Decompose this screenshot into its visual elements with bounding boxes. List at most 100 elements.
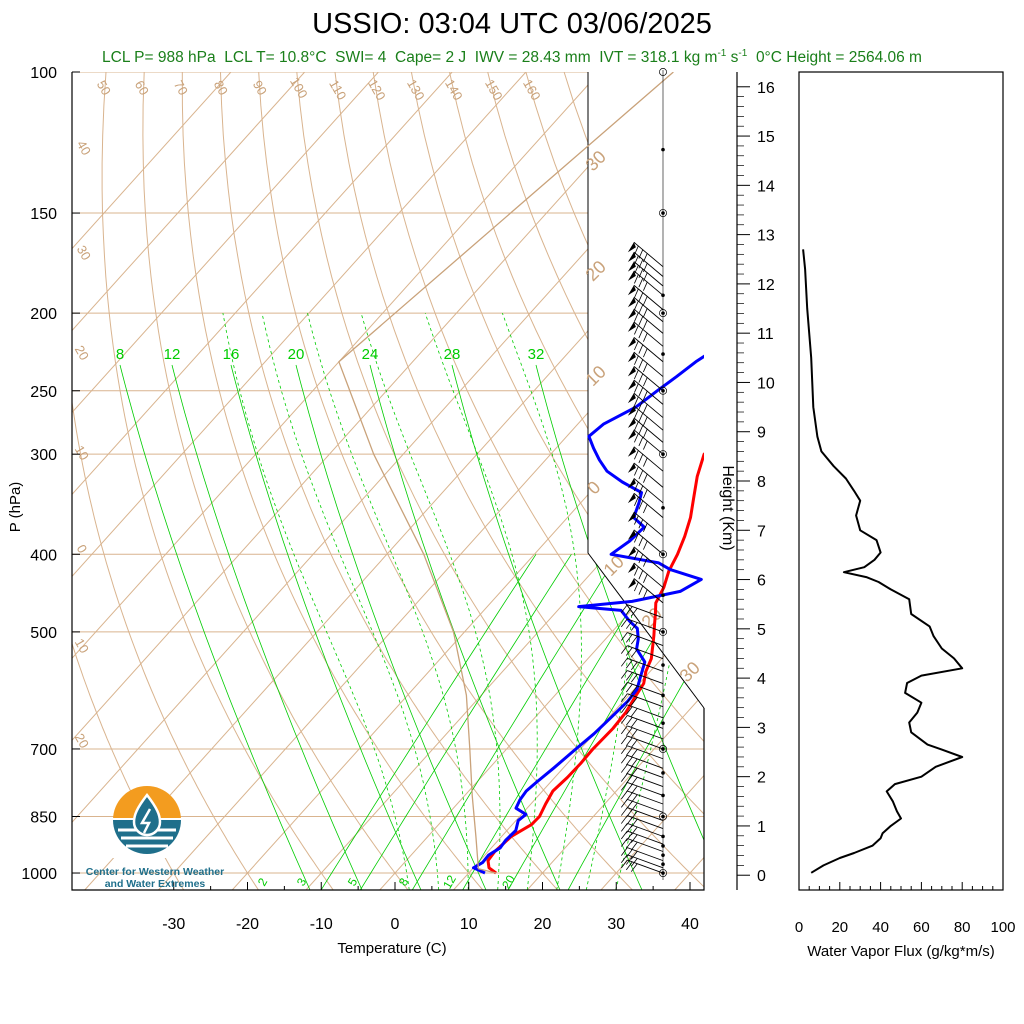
isotherm-label: 0 <box>74 542 91 556</box>
iwv-value: IWV = 28.43 mm <box>474 49 591 67</box>
theta-e-label: 8 <box>116 346 124 363</box>
wind-barb <box>620 657 664 672</box>
temperature-tick-label: 10 <box>460 916 478 933</box>
isotherm-line <box>158 283 704 890</box>
calm-circle <box>659 744 667 753</box>
theta-e-line <box>451 364 643 890</box>
temperature-tick-label: 20 <box>534 916 552 933</box>
isotherm-line <box>72 72 306 332</box>
mixing-ratio-label: 2 <box>255 875 271 888</box>
dry-adiabat-line <box>793 72 1024 890</box>
wind-level-dot <box>661 593 665 598</box>
wind-barb <box>620 847 664 862</box>
wind-barb <box>620 693 664 708</box>
dry-adiabat-label: 70 <box>171 78 191 98</box>
wind-barb <box>627 336 664 363</box>
temperature-profile-line <box>486 452 704 875</box>
dry-adiabat-label: 160 <box>520 77 544 103</box>
cape-value: Cape= 2 J <box>395 49 467 67</box>
flux-x-tick-label: 80 <box>954 919 971 936</box>
pressure-tick-label: 1000 <box>21 866 57 883</box>
wind-barb <box>620 764 664 778</box>
chart-subtitle: LCL P= 988 hPa LCL T= 10.8°C SWI= 4 Cape… <box>0 48 1024 67</box>
mixing-ratio-line <box>359 554 572 890</box>
isotherm-line <box>379 528 704 890</box>
lcl-pressure: LCL P= 988 hPa <box>102 49 216 67</box>
wind-level-dot <box>661 862 665 867</box>
calm-circle <box>659 209 667 218</box>
temperature-tick-label: -30 <box>162 916 185 933</box>
wind-barb <box>620 807 664 821</box>
wind-level-dot <box>661 853 665 857</box>
height-tick-label: 9 <box>757 425 766 442</box>
cw3e-logo <box>110 786 184 858</box>
height-tick-label: 5 <box>757 622 766 639</box>
isotherm-line <box>72 72 379 414</box>
isotherm-label: 30 <box>74 243 94 263</box>
calm-circle <box>659 550 667 559</box>
moist-adiabat-line <box>360 312 501 890</box>
height-tick-label: 14 <box>757 178 775 195</box>
ivt-value: IVT = 318.1 kg m-1 s-1 <box>599 48 748 67</box>
wind-barb <box>620 604 664 619</box>
isotherm-line <box>748 72 1024 890</box>
temperature-tick-label: 40 <box>681 916 699 933</box>
wind-barb <box>627 511 664 537</box>
wind-barb <box>627 308 664 334</box>
theta-e-line <box>119 364 311 890</box>
isotherm-line <box>72 72 601 660</box>
wind-barb <box>620 859 664 874</box>
theta-e-label: 16 <box>223 346 240 363</box>
pressure-tick-label: 100 <box>30 65 57 82</box>
pressure-tick-label: 300 <box>30 447 57 464</box>
calm-circle <box>659 386 667 395</box>
wind-barb <box>620 822 664 837</box>
wind-level-dot <box>661 814 665 819</box>
theta-e-label: 12 <box>164 346 181 363</box>
isotherm-line <box>453 610 704 890</box>
dry-adiabat-line <box>755 72 1024 890</box>
height-tick-label: 10 <box>757 375 775 392</box>
skewt-background-lines <box>72 72 1024 890</box>
moist-adiabat-line <box>502 312 582 890</box>
theta-e-label: 28 <box>444 346 461 363</box>
theta-e-label: 32 <box>528 346 545 363</box>
flux-x-tick-label: 20 <box>831 919 848 936</box>
theta-e-label: 20 <box>288 346 305 363</box>
calm-circle <box>659 627 667 636</box>
moist-adiabat-line <box>307 313 469 890</box>
wind-barb <box>620 838 664 852</box>
dry-adiabat-line <box>220 72 558 890</box>
height-axis-label: Height (Km) <box>719 465 736 550</box>
dry-adiabat-line <box>487 72 704 524</box>
mixing-ratio-label: 12 <box>440 872 459 891</box>
temperature-tick-label: -20 <box>236 916 259 933</box>
wind-barb <box>627 365 664 392</box>
calm-circle <box>659 869 667 877</box>
wind-level-dot <box>661 211 665 215</box>
flux-x-tick-label: 0 <box>795 919 803 936</box>
isotherm-line <box>72 72 453 496</box>
height-tick-label: 16 <box>757 80 775 97</box>
dry-adiabat-label: 80 <box>211 78 231 98</box>
wind-barb <box>627 241 664 268</box>
wind-barb <box>620 725 664 740</box>
logo-caption-line2: and Water Extremes <box>104 878 206 890</box>
dry-adiabat-label: 50 <box>94 78 114 98</box>
height-tick-label: 12 <box>757 277 775 294</box>
skewt-clip-border <box>587 72 705 709</box>
dry-adiabat-label: 120 <box>365 77 389 103</box>
mixing-ratio-line <box>567 645 704 890</box>
wind-level-dot <box>661 663 665 667</box>
wind-barb <box>620 715 664 729</box>
height-tick-label: 7 <box>757 523 766 540</box>
mixing-ratio-line <box>411 554 619 890</box>
flux-x-tick-label: 40 <box>872 919 889 936</box>
isotherm-label: 20 <box>72 731 92 751</box>
wind-level-dot <box>661 771 665 775</box>
height-tick-label: 15 <box>757 129 775 146</box>
flux-frame <box>798 71 1004 891</box>
wind-barb <box>627 251 664 277</box>
skewt-profiles <box>338 72 704 875</box>
lcl-temperature: LCL T= 10.8°C <box>224 49 327 67</box>
